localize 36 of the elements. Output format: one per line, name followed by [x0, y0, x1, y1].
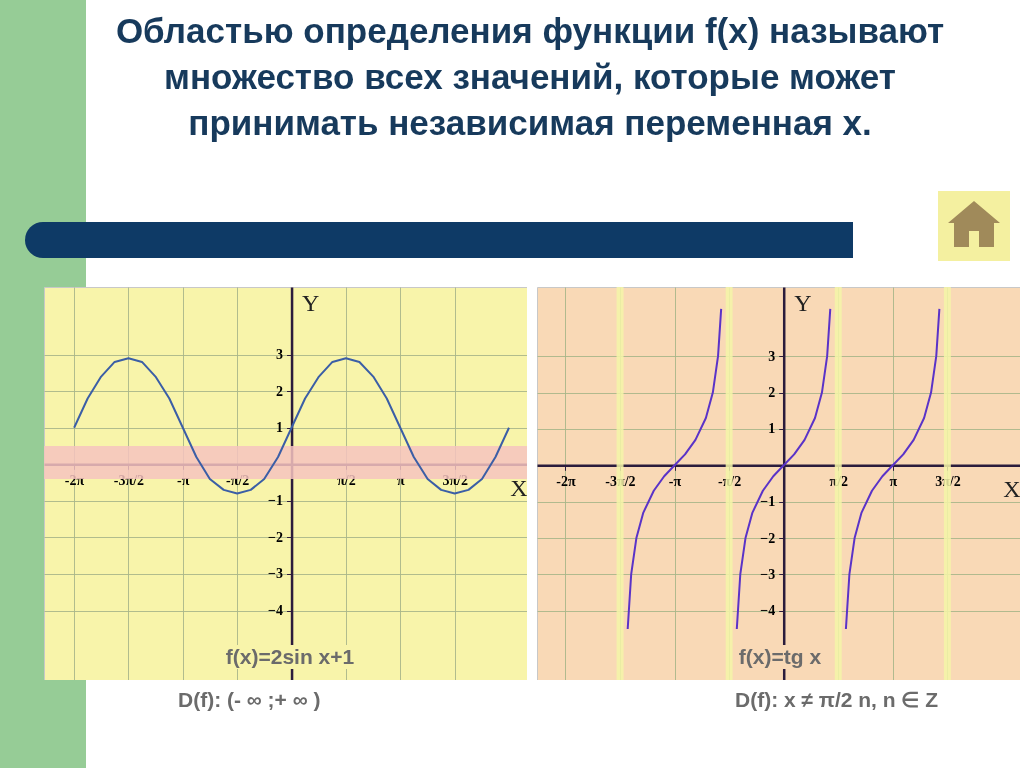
y-tick-label: 2 [768, 385, 776, 401]
y-tick-label: 1 [768, 421, 776, 437]
y-tick-label: 2 [276, 383, 284, 399]
annotation: f(x)=tg x [734, 645, 826, 669]
y-tick-label: −4 [268, 603, 284, 619]
x-tick-label: π [889, 473, 898, 489]
y-tick-label: −1 [268, 493, 284, 509]
x-tick-label: -π [668, 473, 682, 489]
x-tick-label: -2π [556, 473, 576, 489]
chart-title: Областью определения функции f(x) называют множество всех значений, которые может принимать независимая переменная x. [114, 10, 946, 144]
y-axis-title: Y [302, 289, 320, 316]
x-tick-label: -3π/2 [113, 472, 145, 488]
x-axis-title: X [1003, 475, 1021, 502]
y-tick-label: −1 [760, 494, 776, 510]
x-tick-label: π [397, 472, 406, 488]
x-tick-label: π/2 [829, 473, 849, 489]
x-axis-title: X [510, 474, 528, 501]
annotation: f(x)=2sin x+1 [221, 645, 359, 669]
text: D(f): (- ∞ ;+ ∞ ) [178, 688, 321, 712]
y-tick-label: 3 [276, 347, 284, 363]
x-tick-label: π/2 [337, 472, 356, 488]
y-tick-label: 3 [768, 348, 776, 364]
y-axis-title: Y [794, 289, 812, 316]
y-tick-label: −3 [268, 566, 284, 582]
x-tick-label: 3π/2 [935, 473, 961, 489]
y-tick-label: 1 [276, 420, 284, 436]
text: D(f): x ≠ π/2 n, n ∈ Z [735, 688, 939, 712]
y-tick-label: −2 [760, 530, 776, 546]
x-tick-label: -π/2 [718, 473, 742, 489]
x-tick-label: -π [177, 472, 190, 488]
x-tick-label: -π/2 [226, 472, 250, 488]
y-tick-label: −3 [760, 566, 776, 582]
x-tick-label: -2π [64, 472, 85, 488]
y-tick-label: −4 [760, 603, 776, 619]
y-tick-label: −2 [268, 529, 284, 545]
x-tick-label: 3π/2 [442, 472, 468, 488]
